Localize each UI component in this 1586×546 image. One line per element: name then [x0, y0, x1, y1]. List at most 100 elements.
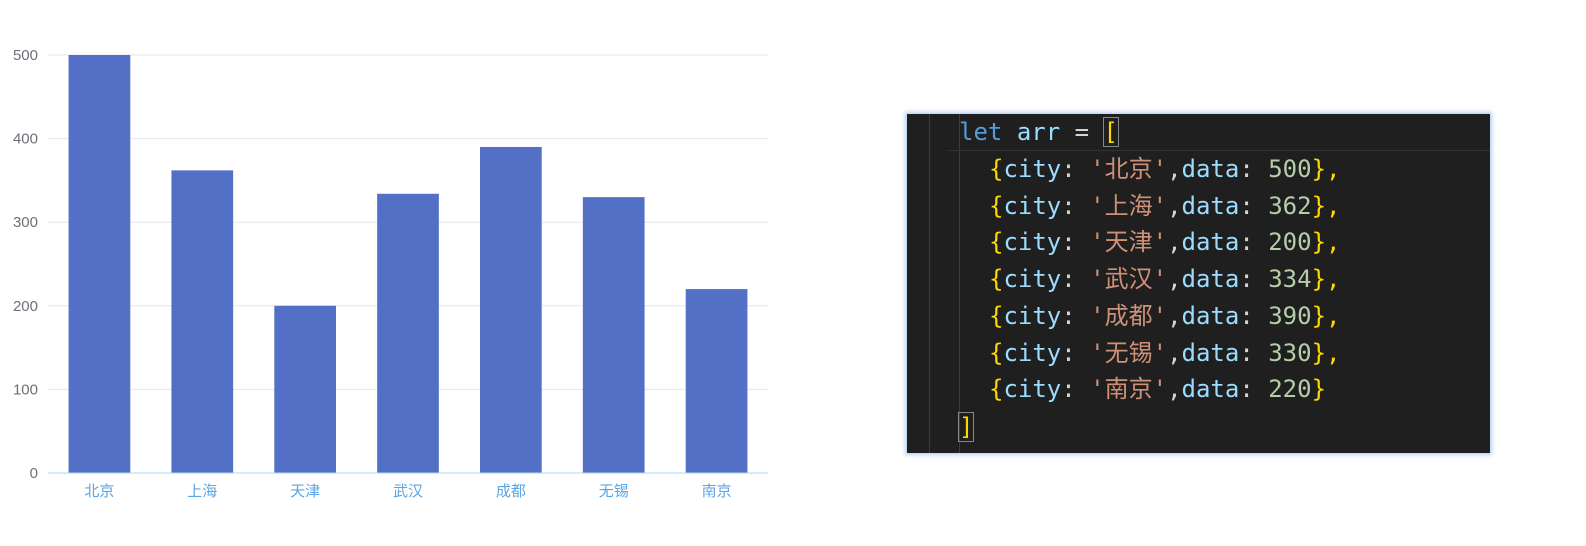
code-city-value: '北京': [1090, 155, 1168, 183]
code-key-data: data: [1181, 228, 1240, 257]
bar: [480, 146, 542, 473]
y-tick-label: 500: [13, 47, 38, 64]
code-key-city: city: [1003, 338, 1062, 367]
code-colon: :: [1061, 191, 1091, 220]
code-line-item: {city: '上海',data: 362},: [989, 188, 1340, 225]
code-brace: {: [989, 191, 1004, 220]
code-key-data: data: [1181, 191, 1240, 220]
code-keyword: let: [959, 118, 1003, 146]
code-data-value: 334: [1268, 265, 1312, 294]
code-line-item: {city: '武汉',data: 334},: [989, 261, 1340, 298]
code-brace: {: [989, 301, 1004, 330]
bar: [685, 289, 748, 473]
code-data-value: 500: [1268, 155, 1312, 183]
code-key-data: data: [1181, 375, 1240, 404]
y-tick-label: 300: [13, 214, 38, 231]
code-line-item: {city: '南京',data: 220}: [989, 371, 1326, 408]
code-colon: :: [1239, 265, 1269, 294]
code-line-item: {city: '无锡',data: 330},: [989, 335, 1340, 372]
code-line-close: ]: [957, 409, 975, 446]
x-axis-ticks: 北京 上海 天津 武汉 成都 无锡 南京: [84, 482, 731, 500]
code-close-bracket: ]: [957, 412, 975, 442]
code-line-item: {city: '天津',data: 200},: [989, 224, 1340, 261]
code-key-city: city: [1003, 301, 1062, 330]
code-comma: ,: [1167, 301, 1182, 330]
code-comma: ,: [1167, 375, 1182, 404]
code-line-item: {city: '成都',data: 390},: [989, 298, 1340, 335]
code-key-data: data: [1181, 155, 1240, 183]
code-comma: ,: [1167, 228, 1182, 257]
bar: [68, 55, 131, 473]
code-city-value: '上海': [1090, 191, 1168, 220]
code-variable: arr: [1016, 118, 1061, 146]
code-colon: :: [1061, 228, 1091, 257]
code-colon: :: [1239, 301, 1269, 330]
code-key-city: city: [1003, 375, 1062, 404]
x-tick-label: 上海: [187, 482, 217, 500]
code-city-value: '南京': [1090, 375, 1168, 404]
code-open-bracket: [: [1102, 117, 1120, 147]
code-item-tail: },: [1311, 301, 1341, 330]
code-colon: :: [1239, 338, 1269, 367]
code-data-value: 200: [1268, 228, 1312, 257]
x-tick-label: 天津: [290, 482, 320, 500]
y-tick-label: 100: [13, 381, 38, 398]
y-axis-ticks: 0 100 200 300 400 500: [13, 47, 38, 482]
code-colon: :: [1061, 375, 1091, 404]
code-colon: :: [1239, 191, 1269, 220]
code-key-city: city: [1003, 265, 1062, 294]
code-colon: :: [1061, 301, 1091, 330]
code-item-tail: },: [1311, 265, 1341, 294]
y-tick-label: 400: [13, 131, 38, 148]
code-city-value: '成都': [1090, 301, 1168, 330]
x-tick-label: 无锡: [599, 482, 629, 500]
code-comma: ,: [1167, 265, 1182, 294]
code-data-value: 330: [1268, 338, 1312, 367]
code-comma: ,: [1167, 338, 1182, 367]
current-line-highlight: [947, 150, 1490, 151]
code-city-value: '天津': [1090, 228, 1168, 257]
code-data-value: 220: [1268, 375, 1312, 404]
x-tick-label: 北京: [84, 482, 114, 500]
code-city-value: '无锡': [1090, 338, 1168, 367]
code-key-city: city: [1003, 228, 1062, 257]
code-item-tail: }: [1311, 375, 1327, 404]
code-colon: :: [1061, 265, 1091, 294]
code-line-declaration: let arr = [: [959, 114, 1120, 151]
code-city-value: '武汉': [1090, 265, 1168, 294]
code-brace: {: [989, 155, 1004, 183]
code-brace: {: [989, 338, 1004, 367]
code-brace: {: [989, 228, 1004, 257]
code-colon: :: [1061, 155, 1091, 183]
code-data-value: 390: [1268, 301, 1312, 330]
bar-chart: 0 100 200 300 400 500 北京 上海 天津 武汉 成都 无锡 南京: [13, 47, 768, 500]
bar: [582, 197, 645, 473]
y-tick-label: 200: [13, 298, 38, 315]
code-line-item: {city: '北京',data: 500},: [989, 151, 1340, 188]
code-item-tail: },: [1311, 228, 1341, 257]
x-tick-label: 南京: [702, 482, 732, 500]
code-data-value: 362: [1268, 191, 1312, 220]
chart-bars: [48, 55, 768, 474]
code-key-city: city: [1003, 155, 1062, 183]
code-item-tail: },: [1311, 155, 1341, 183]
code-colon: :: [1239, 375, 1269, 404]
code-colon: :: [1239, 228, 1269, 257]
code-comma: ,: [1167, 191, 1182, 220]
code-colon: :: [1239, 155, 1269, 183]
code-item-tail: },: [1311, 191, 1341, 220]
code-colon: :: [1061, 338, 1091, 367]
bar: [377, 193, 439, 473]
code-operator: =: [1074, 118, 1090, 146]
code-brace: {: [989, 265, 1004, 294]
code-key-data: data: [1181, 265, 1240, 294]
code-brace: {: [989, 375, 1004, 404]
bar: [274, 305, 336, 473]
code-comma: ,: [1167, 155, 1182, 183]
code-editor-panel: let arr = [ {city: '北京',data: 500}, {city…: [907, 114, 1490, 453]
code-item-tail: },: [1311, 338, 1341, 367]
bar: [171, 170, 234, 474]
y-tick-label: 0: [30, 465, 38, 482]
x-tick-label: 成都: [496, 482, 526, 500]
indent-guide: [929, 114, 930, 453]
